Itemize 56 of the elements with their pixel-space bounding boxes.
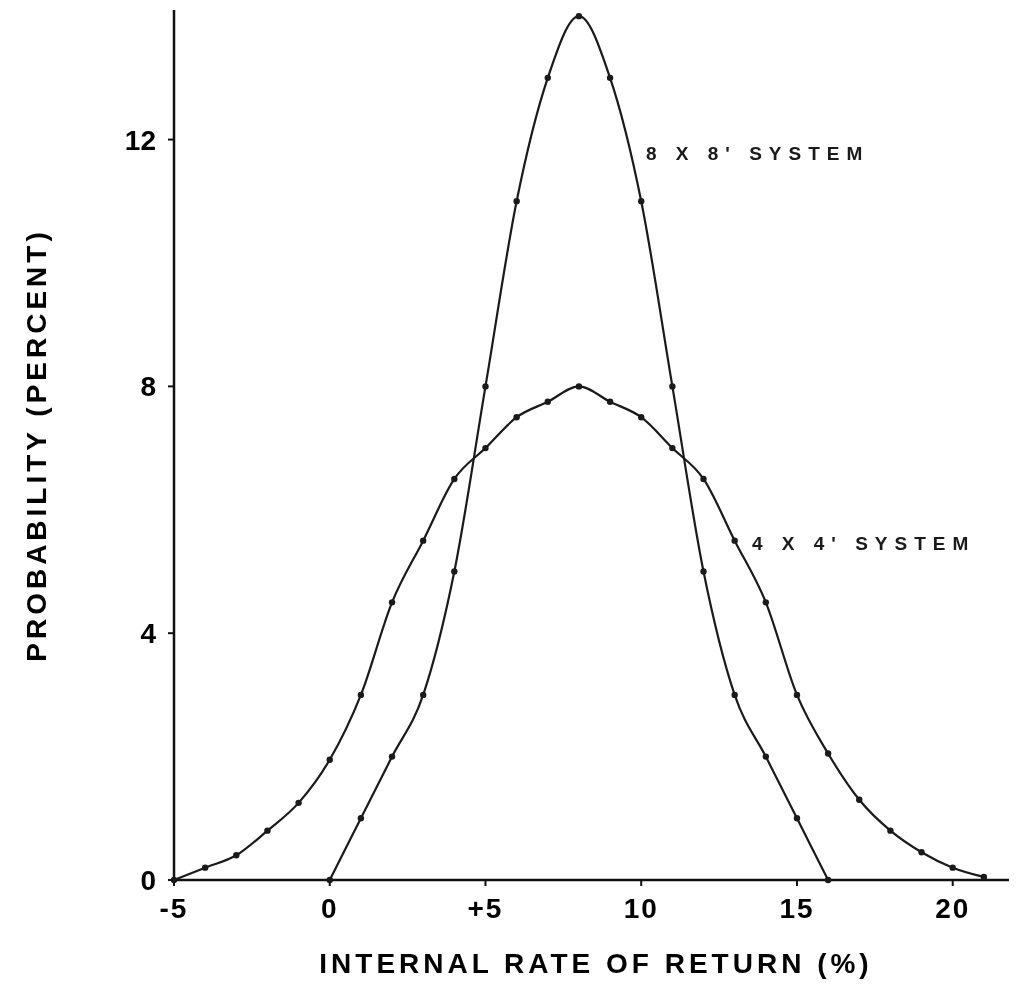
point xyxy=(669,383,676,390)
point xyxy=(824,750,832,757)
point xyxy=(762,753,770,760)
x-axis-title: INTERNAL RATE OF RETURN (%) xyxy=(319,948,873,979)
point xyxy=(295,799,302,807)
point xyxy=(264,827,271,834)
point xyxy=(918,849,925,856)
series-label: 4 X 4' SYSTEM xyxy=(752,533,976,554)
y-tick-label: 4 xyxy=(140,618,157,650)
point xyxy=(606,74,614,82)
point xyxy=(980,873,988,881)
point xyxy=(451,568,458,575)
point xyxy=(544,398,551,406)
point xyxy=(606,398,614,406)
point xyxy=(575,12,583,20)
point xyxy=(638,198,645,205)
point xyxy=(388,599,396,606)
point xyxy=(482,383,489,390)
x-tick-label: -5 xyxy=(159,893,189,924)
point xyxy=(419,537,427,544)
point xyxy=(451,475,458,483)
point xyxy=(793,691,801,699)
y-tick-label: 8 xyxy=(140,371,156,403)
point xyxy=(887,827,894,834)
point xyxy=(731,537,738,544)
point xyxy=(513,198,520,205)
y-axis-title: PROBABILITY (PERCENT) xyxy=(21,228,52,662)
point xyxy=(575,383,583,390)
point xyxy=(700,475,707,483)
y-tick-label: 0 xyxy=(140,865,156,896)
x-tick-label: 10 xyxy=(623,893,659,924)
point xyxy=(949,864,956,871)
point xyxy=(357,815,365,822)
point xyxy=(731,691,738,699)
point xyxy=(793,815,801,822)
point xyxy=(762,599,770,606)
x-tick-label: 20 xyxy=(935,893,971,924)
point xyxy=(388,753,396,760)
y-tick-label: 12 xyxy=(124,124,156,156)
point xyxy=(824,876,832,884)
x-tick-label: 15 xyxy=(779,893,815,924)
point xyxy=(638,414,645,421)
point xyxy=(669,444,676,452)
series-label: 8 X 8' SYSTEM xyxy=(646,143,870,164)
point xyxy=(326,756,333,763)
x-tick-label: 0 xyxy=(320,893,339,924)
point xyxy=(544,74,551,82)
x-tick-label: +5 xyxy=(467,893,504,924)
point xyxy=(357,691,365,699)
point xyxy=(700,568,707,575)
point xyxy=(233,852,240,859)
point xyxy=(513,414,520,421)
point xyxy=(482,444,489,452)
point xyxy=(201,864,209,871)
point xyxy=(856,796,863,803)
point xyxy=(419,691,427,699)
